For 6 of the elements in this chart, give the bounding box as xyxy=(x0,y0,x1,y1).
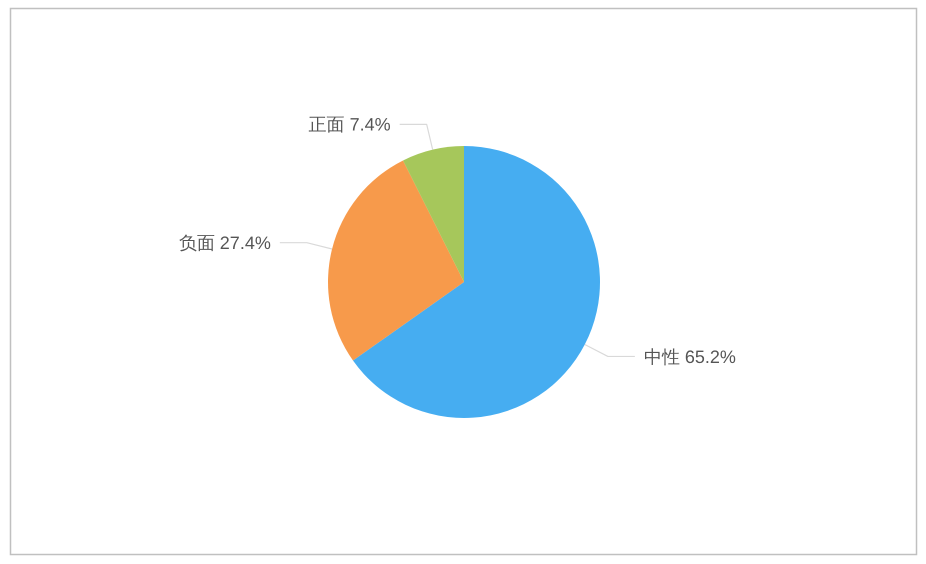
pie-slice xyxy=(403,146,464,282)
slice-label: 负面 27.4% xyxy=(178,233,271,253)
pie-slice xyxy=(328,160,464,361)
slice-label: 正面 7.4% xyxy=(308,114,391,135)
slice-label: 中性 65.2% xyxy=(644,346,736,367)
pie-slice xyxy=(352,146,600,418)
